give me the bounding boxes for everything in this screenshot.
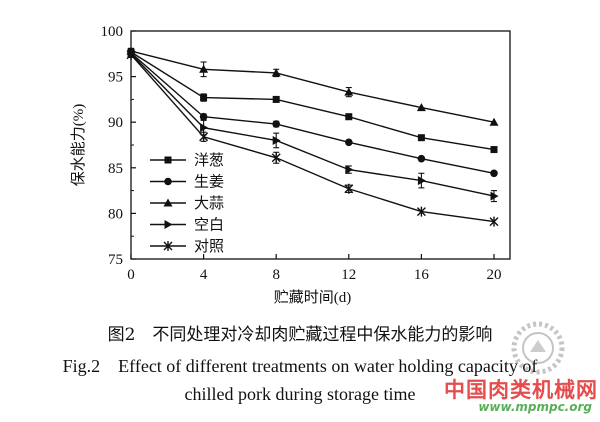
y-tick-label-80: 80: [108, 206, 123, 222]
data-point-对照-12: [344, 183, 354, 194]
data-point-生姜-4: [199, 112, 208, 121]
legend-label-空白: 空白: [194, 217, 224, 234]
data-point-大蒜-12: [344, 87, 354, 96]
y-tick-label-85: 85: [108, 161, 123, 177]
x-tick-label-0: 0: [127, 267, 135, 283]
y-tick-label-90: 90: [108, 115, 123, 131]
data-point-对照-16: [416, 206, 426, 217]
legend-marker-对照: [163, 241, 173, 251]
x-tick-label-4: 4: [200, 267, 208, 283]
legend-label-生姜: 生姜: [194, 174, 224, 191]
line-chart: 0 4 8 12 16 20 75 80 85 90 95 100 贮藏时间(d) 保水能力(%) 洋葱生姜…: [70, 24, 511, 306]
data-point-对照-4: [199, 131, 209, 142]
data-point-洋葱-8: [272, 95, 280, 103]
data-point-洋葱-4: [200, 94, 208, 102]
data-point-生姜-20: [490, 169, 498, 178]
y-tick-label-100: 100: [101, 24, 124, 40]
series-line-生姜: [130, 52, 495, 174]
series-line-洋葱: [130, 51, 495, 151]
data-point-空白-20: [490, 191, 499, 201]
legend-marker-洋葱: [164, 156, 172, 164]
data-point-空白-12: [345, 165, 354, 175]
figure-caption-zh: 图2 不同处理对冷却肉贮藏过程中保水能力的影响: [107, 325, 493, 345]
x-tick-label-16: 16: [414, 267, 430, 283]
series-line-空白: [130, 53, 495, 197]
data-point-生姜-12: [345, 138, 353, 147]
legend-marker-生姜: [164, 177, 172, 186]
data-point-大蒜-16: [416, 103, 426, 112]
x-tick-label-8: 8: [272, 267, 280, 283]
y-tick-label-95: 95: [108, 70, 123, 86]
legend-marker-大蒜: [163, 198, 173, 207]
legend-label-大蒜: 大蒜: [194, 195, 224, 212]
data-point-大蒜-4: [199, 64, 209, 73]
data-point-洋葱-12: [345, 113, 353, 121]
data-point-大蒜-20: [489, 117, 499, 126]
data-point-生姜-16: [417, 154, 426, 163]
y-axis-label: 保水能力(%): [70, 104, 87, 187]
data-point-对照-0: [126, 49, 136, 60]
legend-marker-空白: [164, 220, 173, 229]
data-point-对照-8: [271, 152, 281, 163]
series-line-对照: [130, 54, 495, 223]
data-point-空白-16: [417, 176, 426, 186]
y-tick-label-75: 75: [108, 252, 123, 268]
data-point-空白-4: [200, 123, 209, 133]
data-point-生姜-8: [272, 120, 281, 128]
legend-label-洋葱: 洋葱: [194, 152, 224, 169]
data-point-大蒜-8: [271, 68, 281, 77]
series-line-大蒜: [130, 50, 495, 123]
x-axis-label: 贮藏时间(d): [274, 289, 352, 306]
x-tick-label-12: 12: [341, 267, 356, 283]
x-tick-label-20: 20: [487, 267, 502, 283]
data-point-对照-20: [489, 216, 499, 227]
figure-caption-en-line1: Fig.2 Effect of different treatments on …: [62, 356, 538, 376]
legend-label-对照: 对照: [194, 238, 224, 255]
data-point-空白-8: [272, 135, 281, 145]
data-point-洋葱-20: [490, 146, 498, 154]
figure-caption-en-line2: chilled pork during storage time: [184, 384, 416, 404]
data-point-洋葱-16: [417, 134, 425, 142]
